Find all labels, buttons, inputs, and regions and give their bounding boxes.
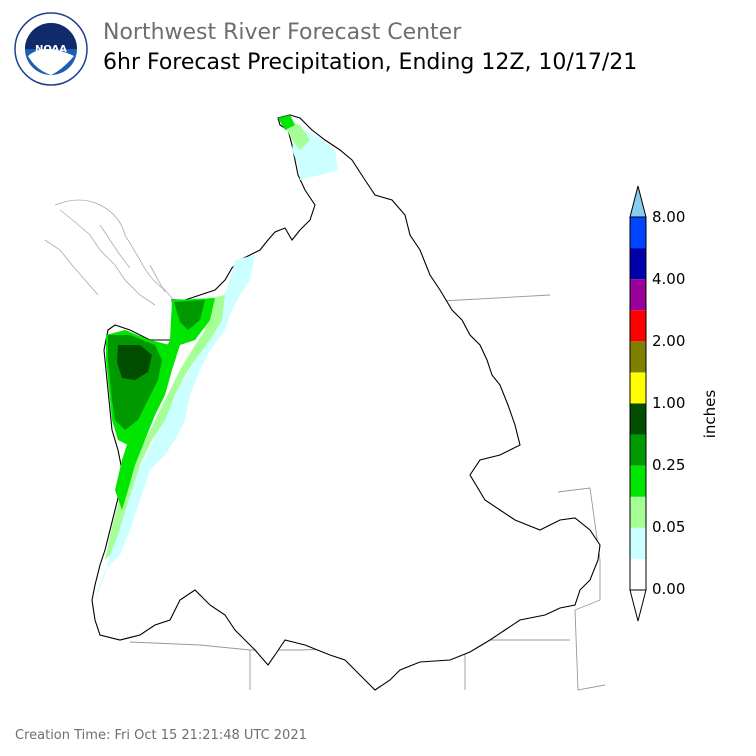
basin-outline <box>91 114 601 691</box>
precip-fills <box>95 115 338 600</box>
precip-band-0p25-1p00 <box>115 298 215 510</box>
colorbar-band <box>630 465 646 497</box>
page-title: Northwest River Forecast Center <box>103 20 462 45</box>
colorbar-band <box>630 434 646 466</box>
noaa-logo: NOAA <box>14 12 88 86</box>
page-subtitle: 6hr Forecast Precipitation, Ending 12Z, … <box>103 50 638 75</box>
colorbar-tick-label: 8.00 <box>652 208 686 226</box>
colorbar-band <box>630 496 646 528</box>
colorbar-tick-label: 0.00 <box>652 580 686 598</box>
colorbar-under-triangle <box>629 589 647 622</box>
precip-band-heavy <box>117 345 152 380</box>
precip-band-1p00-2p00 <box>174 300 205 330</box>
coastline-islands <box>44 199 179 306</box>
colorbar-tick-label: 0.05 <box>652 518 686 536</box>
colorbar-units-label: inches <box>701 389 719 439</box>
colorbar-tick-label: 0.25 <box>652 456 686 474</box>
colorbar-tick-label: 1.00 <box>652 394 686 412</box>
precip-band-0p05-0p25 <box>105 295 225 560</box>
colorbar-band <box>630 217 646 249</box>
colorbar-band <box>630 403 646 435</box>
colorbar-tick-label: 2.00 <box>652 332 686 350</box>
creation-time: Creation Time: Fri Oct 15 21:21:48 UTC 2… <box>15 728 307 743</box>
colorbar-band <box>630 372 646 404</box>
precip-band-0p00-0p05 <box>95 255 255 600</box>
precip-band-0p25-1p00 <box>278 115 295 130</box>
logo-text: NOAA <box>35 44 67 55</box>
colorbar-over-triangle <box>629 185 647 218</box>
colorbar-band <box>630 279 646 311</box>
colorbar-band <box>630 248 646 280</box>
colorbar-band <box>630 341 646 373</box>
colorbar-band <box>630 310 646 342</box>
colorbar-band <box>630 527 646 559</box>
colorbar-frame <box>629 216 647 591</box>
colorbar-tick-label: 4.00 <box>652 270 686 288</box>
colorbar-band <box>630 558 646 590</box>
